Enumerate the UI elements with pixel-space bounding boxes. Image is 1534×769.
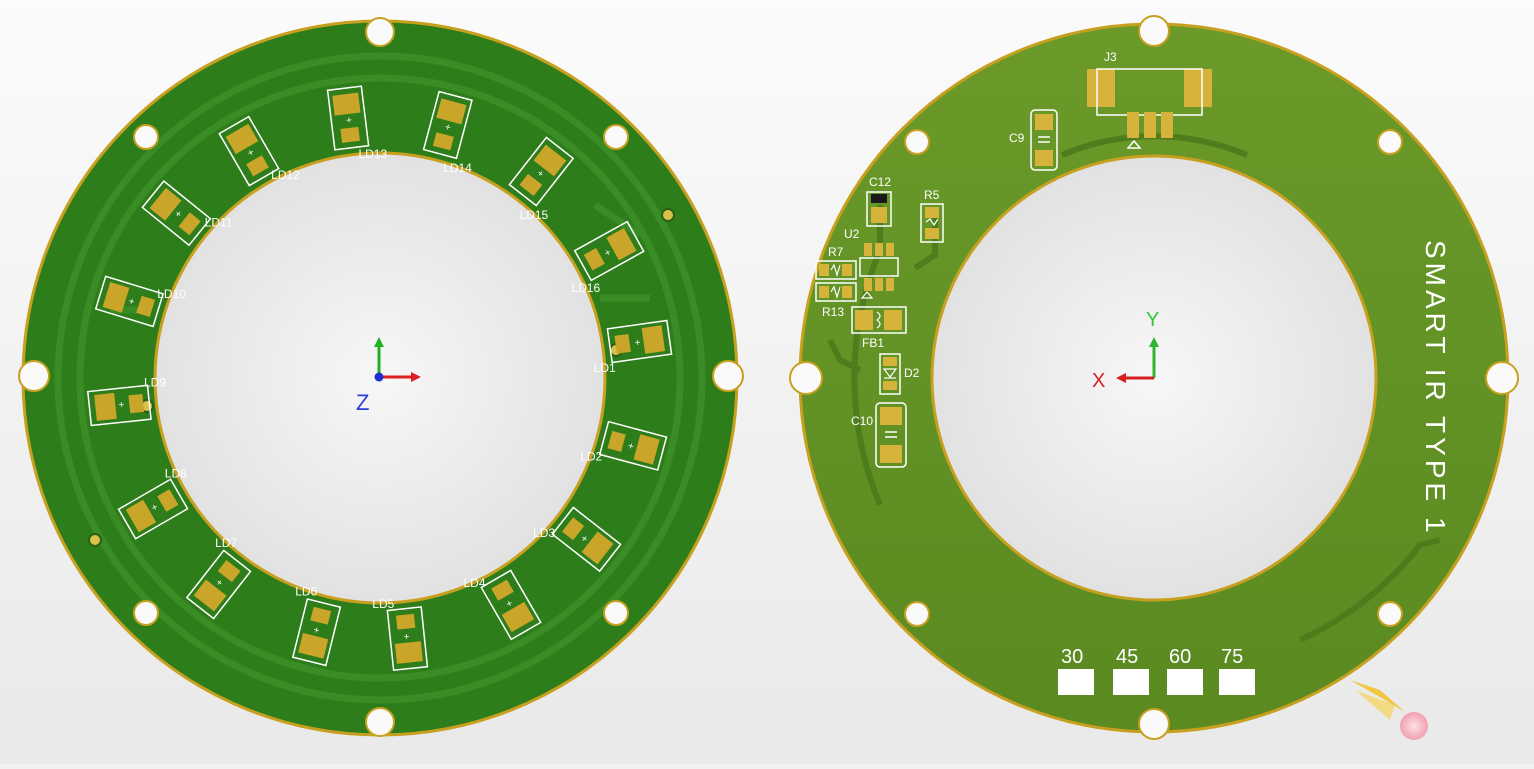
led-label-ld10: LD10	[157, 287, 186, 301]
j3-connector: J3	[1087, 50, 1212, 149]
svg-text:+: +	[245, 147, 258, 158]
led-footprint-ld15: +	[508, 136, 575, 207]
silkscreen-board-name: SMART IR TYPE 1	[1420, 240, 1451, 537]
back-pcb-board[interactable]: J3 C9 C12 R5	[789, 15, 1519, 740]
led-label-ld6: LD6	[295, 585, 317, 599]
led-footprint-ld1: +	[606, 319, 673, 364]
r7-resistor: R7	[815, 245, 857, 280]
led-footprints: + LD1 + LD2 + LD3 + LD4 + LD5 + LD6 + LD7 + LD8 + LD9 + LD1…	[86, 85, 673, 672]
angle-pad-60	[1167, 669, 1203, 695]
r7-label: R7	[828, 245, 844, 259]
c9-capacitor: C9	[1009, 109, 1058, 171]
r5-resistor: R5	[920, 188, 944, 243]
led-label-ld4: LD4	[463, 576, 485, 590]
led-label-ld11: LD11	[205, 215, 233, 229]
c10-label: C10	[851, 414, 873, 428]
led-label-ld1: LD1	[594, 361, 616, 375]
svg-text:+: +	[118, 398, 125, 410]
led-label-ld3: LD3	[533, 526, 555, 540]
led-footprint-ld14: +	[422, 90, 473, 160]
svg-text:+: +	[310, 626, 322, 634]
led-footprint-ld10: +	[94, 275, 164, 328]
angle-pad-75	[1219, 669, 1255, 695]
svg-text:+: +	[603, 247, 614, 260]
led-label-ld15: LD15	[520, 208, 549, 222]
c12-label: C12	[869, 175, 891, 189]
svg-text:+: +	[535, 168, 547, 180]
led-footprint-ld7: +	[185, 549, 252, 620]
y-axis-label: Y	[1146, 309, 1159, 331]
r13-label: R13	[822, 305, 844, 319]
svg-text:+: +	[127, 294, 136, 306]
svg-text:+: +	[149, 500, 160, 513]
front-axis-triad: Z	[356, 337, 421, 415]
c9-label: C9	[1009, 131, 1025, 145]
led-label-ld9: LD9	[144, 375, 166, 389]
r13-resistor: R13	[815, 282, 857, 319]
front-board-traces	[54, 52, 706, 704]
led-label-ld2: LD2	[580, 450, 602, 464]
light-source-indicator[interactable]	[1350, 680, 1428, 740]
led-label-ld16: LD16	[571, 281, 600, 295]
angle-label-30: 30	[1061, 646, 1083, 668]
led-footprint-ld6: +	[291, 598, 342, 667]
d2-diode: D2	[879, 353, 920, 395]
svg-text:+: +	[626, 441, 635, 453]
angle-label-45: 45	[1116, 646, 1138, 668]
led-label-ld13: LD13	[358, 147, 387, 161]
svg-text:+: +	[173, 207, 185, 219]
r5-label: R5	[924, 188, 940, 202]
svg-text:+: +	[400, 633, 412, 640]
back-mounting-holes	[789, 15, 1519, 740]
led-footprint-ld4: +	[480, 569, 542, 641]
angle-pad-30	[1058, 669, 1094, 695]
svg-text:+: +	[578, 533, 590, 545]
led-label-ld7: LD7	[215, 536, 237, 550]
c10-capacitor: C10	[851, 402, 907, 468]
led-footprint-ld8: +	[117, 478, 189, 540]
d2-label: D2	[904, 366, 920, 380]
led-footprint-ld13: +	[326, 85, 370, 151]
fb1-ferrite: FB1	[851, 306, 907, 350]
front-mounting-holes	[18, 17, 744, 737]
svg-text:+: +	[344, 116, 356, 123]
led-footprint-ld9: +	[86, 384, 152, 427]
j3-label: J3	[1104, 50, 1117, 64]
u2-label: U2	[844, 227, 860, 241]
led-footprint-ld16: +	[573, 220, 645, 282]
front-pcb-board[interactable]: + LD1 + LD2 + LD3 + LD4 + LD5 + LD6 + LD7 + LD8 + LD9 + LD1…	[18, 17, 744, 737]
svg-text:+: +	[213, 576, 225, 588]
led-label-ld12: LD12	[271, 168, 300, 182]
angle-label-75: 75	[1221, 646, 1243, 668]
led-label-ld5: LD5	[372, 597, 394, 611]
back-axis-triad: Y X	[1092, 309, 1159, 392]
c12-capacitor: C12	[866, 175, 892, 227]
svg-text:+: +	[502, 599, 515, 610]
led-footprint-ld11: +	[141, 179, 212, 247]
fb1-label: FB1	[862, 336, 884, 350]
x-axis-label: X	[1092, 370, 1105, 392]
u2-ic: U2	[844, 227, 899, 299]
led-footprint-ld3: +	[551, 506, 622, 573]
svg-text:+: +	[443, 123, 455, 132]
led-footprint-ld12: +	[218, 115, 280, 187]
led-label-ld8: LD8	[165, 467, 187, 481]
angle-mark-group: 30 45 60 75	[1058, 646, 1255, 695]
led-footprint-ld5: +	[386, 606, 429, 672]
z-axis-label: Z	[356, 390, 369, 415]
angle-label-60: 60	[1169, 646, 1191, 668]
led-label-ld14: LD14	[443, 161, 472, 175]
led-footprint-ld2: +	[598, 420, 668, 471]
svg-text:+: +	[634, 337, 641, 349]
angle-pad-45	[1113, 669, 1149, 695]
